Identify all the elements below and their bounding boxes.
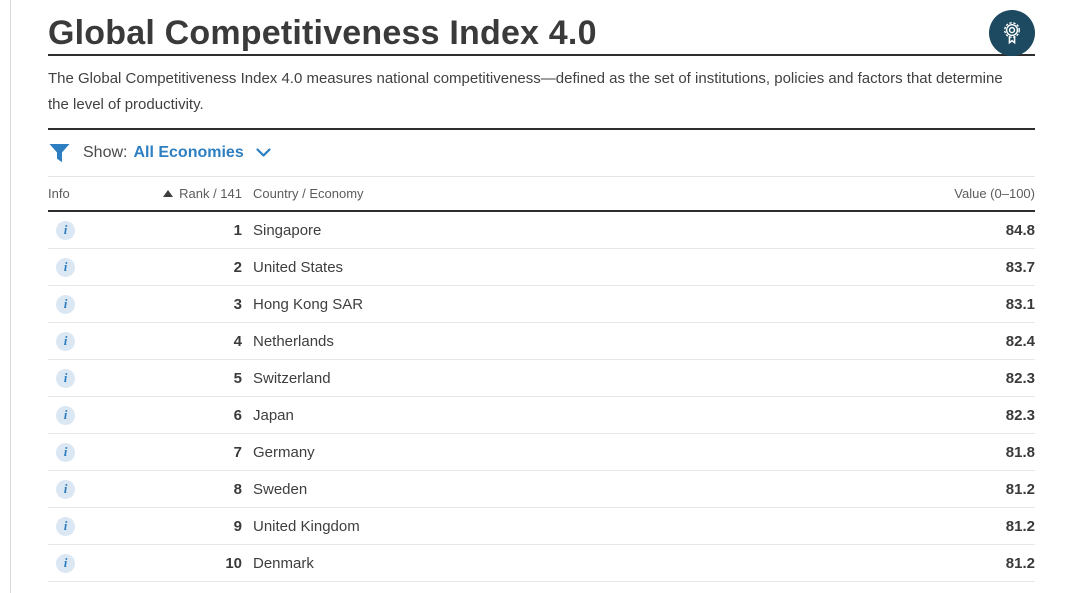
page-description: The Global Competitiveness Index 4.0 mea…: [48, 70, 1003, 113]
table-row[interactable]: i 4 Netherlands 82.4: [48, 323, 1035, 360]
chevron-down-icon[interactable]: [256, 148, 271, 158]
table-row[interactable]: i 2 United States 83.7: [48, 249, 1035, 286]
info-icon[interactable]: i: [56, 294, 75, 314]
header-rank[interactable]: Rank / 141: [158, 186, 242, 201]
row-rank: 7: [233, 443, 242, 461]
row-info-cell: i: [48, 405, 158, 425]
header-country[interactable]: Country / Economy: [253, 186, 364, 201]
row-value: 83.7: [1005, 258, 1035, 276]
info-icon[interactable]: i: [56, 257, 75, 277]
row-country: Sweden: [253, 480, 308, 498]
row-country: Netherlands: [253, 332, 334, 350]
info-icon[interactable]: i: [56, 553, 75, 573]
row-country: Switzerland: [253, 369, 331, 387]
row-info-cell: i: [48, 294, 158, 314]
economies-dropdown[interactable]: All Economies: [133, 144, 244, 161]
row-info-cell: i: [48, 331, 158, 351]
row-value: 83.1: [1005, 295, 1035, 313]
filter-bar: Show: All Economies: [48, 130, 1035, 176]
info-icon[interactable]: i: [56, 442, 75, 462]
table-row[interactable]: i 9 United Kingdom 81.2: [48, 508, 1035, 545]
title-divider: [48, 54, 1035, 56]
award-badge-button[interactable]: [989, 10, 1035, 56]
row-info-cell: i: [48, 516, 158, 536]
row-country: Germany: [253, 443, 315, 461]
title-row: Global Competitiveness Index 4.0: [48, 0, 1035, 56]
description-divider: [48, 128, 1035, 130]
row-rank: 4: [233, 332, 242, 350]
table-row[interactable]: i 7 Germany 81.8: [48, 434, 1035, 471]
filter-label: Show:: [83, 144, 128, 161]
table-row[interactable]: i 6 Japan 82.3: [48, 397, 1035, 434]
row-value: 81.2: [1005, 480, 1035, 498]
table-row[interactable]: i 1 Singapore 84.8: [48, 212, 1035, 249]
row-value: 81.2: [1005, 517, 1035, 535]
sort-ascending-icon[interactable]: [163, 190, 174, 197]
row-value: 84.8: [1005, 221, 1035, 239]
row-rank: 2: [233, 258, 242, 276]
filter-funnel-icon[interactable]: [48, 143, 71, 164]
row-country: Singapore: [253, 221, 322, 239]
row-info-cell: i: [48, 553, 158, 573]
row-info-cell: i: [48, 220, 158, 240]
header-rank-label: Rank / 141: [179, 186, 242, 201]
table-row[interactable]: i 8 Sweden 81.2: [48, 471, 1035, 508]
row-country: Hong Kong SAR: [253, 295, 364, 313]
header-divider: [48, 210, 1035, 212]
row-country: Japan: [253, 406, 294, 424]
row-rank: 8: [233, 480, 242, 498]
row-value: 82.4: [1005, 332, 1035, 350]
row-info-cell: i: [48, 479, 158, 499]
info-icon[interactable]: i: [56, 405, 75, 425]
info-icon[interactable]: i: [56, 368, 75, 388]
header-value[interactable]: Value (0–100): [954, 186, 1035, 201]
info-icon[interactable]: i: [56, 479, 75, 499]
row-info-cell: i: [48, 368, 158, 388]
table-row[interactable]: i 5 Switzerland 82.3: [48, 360, 1035, 397]
page-title: Global Competitiveness Index 4.0: [48, 13, 597, 52]
info-icon[interactable]: i: [56, 331, 75, 351]
row-value: 81.8: [1005, 443, 1035, 461]
row-value: 82.3: [1005, 406, 1035, 424]
row-country: United States: [253, 258, 344, 276]
info-icon[interactable]: i: [56, 220, 75, 240]
info-icon[interactable]: i: [56, 516, 75, 536]
row-rank: 1: [233, 221, 242, 239]
table-body: i 1 Singapore 84.8 i 2 United States 83.…: [48, 212, 1035, 582]
award-rosette-icon: [998, 19, 1026, 47]
row-rank: 10: [225, 554, 242, 572]
row-rank: 9: [233, 517, 242, 535]
header-info: Info: [48, 186, 70, 201]
table-row[interactable]: i 10 Denmark 81.2: [48, 545, 1035, 582]
row-value: 81.2: [1005, 554, 1035, 572]
row-country: United Kingdom: [253, 517, 360, 535]
table-header-row: Info Rank / 141 Country / Economy Value …: [48, 177, 1035, 210]
row-rank: 3: [233, 295, 242, 313]
row-country: Denmark: [253, 554, 314, 572]
row-rank: 5: [233, 369, 242, 387]
filter-divider: [48, 176, 1035, 177]
table-row[interactable]: i 3 Hong Kong SAR 83.1: [48, 286, 1035, 323]
row-rank: 6: [233, 406, 242, 424]
row-info-cell: i: [48, 257, 158, 277]
row-info-cell: i: [48, 442, 158, 462]
panel-left-border: [10, 0, 11, 593]
row-value: 82.3: [1005, 369, 1035, 387]
